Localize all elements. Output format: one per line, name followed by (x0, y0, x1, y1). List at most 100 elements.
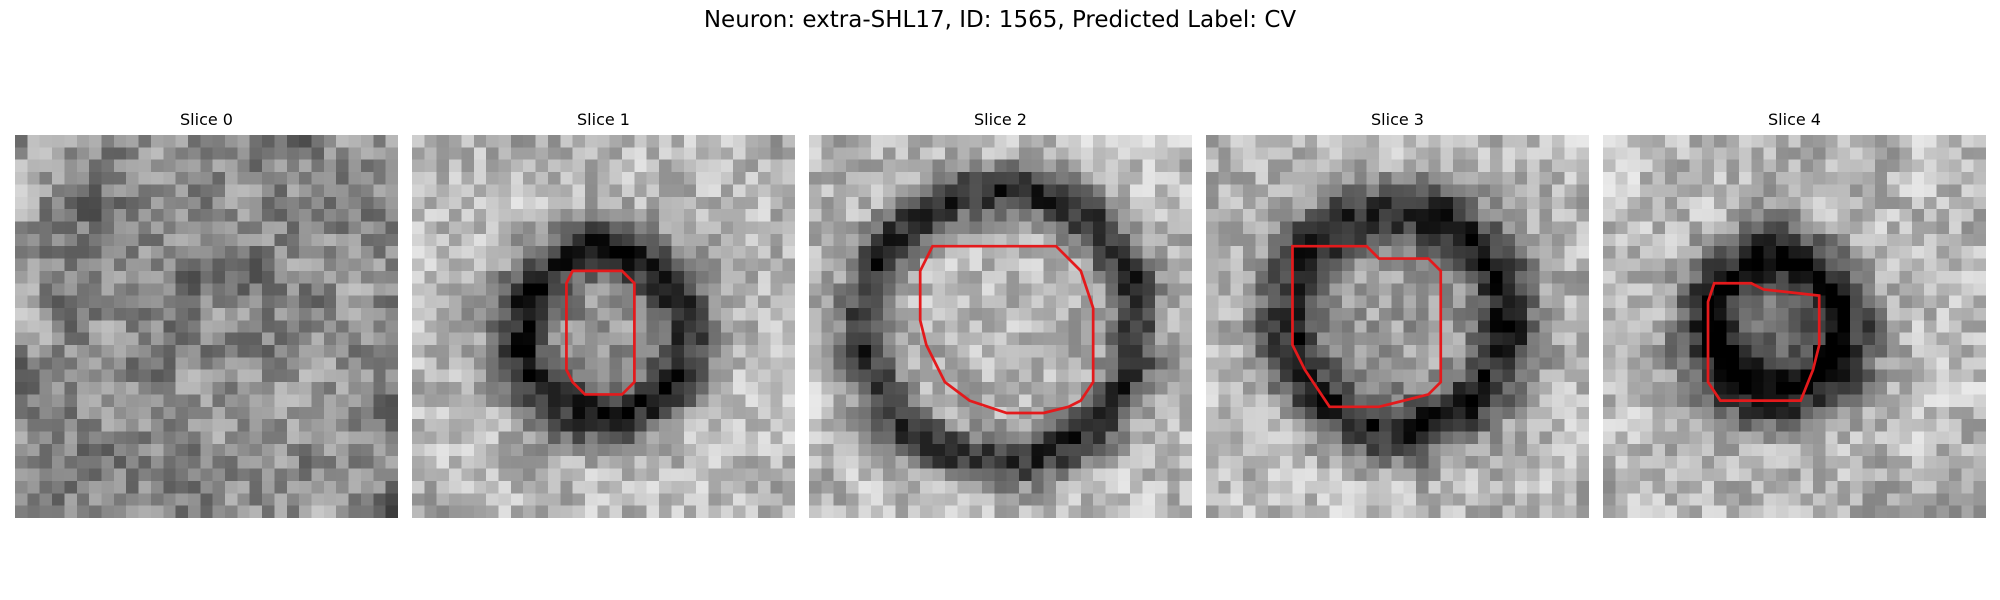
pixel (1366, 147, 1380, 160)
pixel (1961, 270, 1974, 284)
pixel (1329, 283, 1343, 296)
pixel (696, 209, 709, 222)
pixel (1664, 394, 1678, 408)
pixel (770, 295, 783, 309)
pixel (64, 172, 78, 185)
pixel (1453, 258, 1466, 272)
pixel (1428, 320, 1441, 333)
pixel (113, 283, 127, 296)
pixel (1105, 307, 1119, 321)
pixel (1936, 369, 1950, 383)
pixel (348, 419, 362, 432)
pixel (412, 135, 425, 148)
pixel (1664, 480, 1678, 494)
pixel (1341, 394, 1355, 408)
pixel (597, 283, 610, 296)
pixel (1788, 258, 1801, 272)
pixel (809, 332, 822, 346)
pixel (1576, 233, 1589, 247)
pixel (1738, 320, 1752, 333)
pixel (1490, 258, 1503, 272)
pixel (1664, 468, 1678, 482)
pixel (1850, 258, 1863, 272)
pixel (1031, 233, 1044, 247)
pixel (249, 419, 263, 432)
pixel (1825, 221, 1838, 235)
pixel (696, 480, 709, 494)
figure-title: Neuron: extra-SHL17, ID: 1565, Predicted… (703, 7, 1297, 33)
pixel (1341, 283, 1355, 296)
pixel (1354, 382, 1367, 395)
pixel (609, 369, 623, 383)
pixel (981, 246, 995, 259)
pixel (858, 332, 872, 346)
pixel (1230, 246, 1244, 259)
pixel (1973, 493, 1986, 506)
pixel (39, 443, 53, 457)
pixel (1576, 246, 1589, 259)
pixel (1403, 159, 1417, 173)
pixel (1477, 382, 1491, 395)
pixel (932, 209, 946, 222)
pixel (733, 283, 746, 296)
pixel (27, 196, 40, 210)
pixel (1179, 221, 1192, 235)
pixel (1056, 382, 1069, 395)
pixel (883, 406, 896, 420)
pixel (1179, 246, 1192, 259)
pixel (1317, 320, 1330, 333)
pixel (138, 480, 152, 494)
pixel (89, 283, 102, 296)
pixel (1874, 332, 1888, 346)
pixel (39, 221, 53, 235)
pixel (770, 505, 783, 518)
pixel (1354, 357, 1367, 370)
pixel (1714, 480, 1727, 494)
pixel (175, 406, 189, 420)
pixel (895, 382, 909, 395)
pixel (1366, 431, 1380, 445)
pixel (609, 246, 623, 259)
pixel (994, 394, 1007, 408)
pixel (1093, 159, 1106, 173)
pixel (757, 283, 771, 296)
pixel (1527, 468, 1540, 482)
pixel (1465, 406, 1479, 420)
pixel (720, 345, 734, 358)
pixel (360, 221, 374, 235)
pixel (237, 159, 250, 173)
pixel (659, 332, 672, 346)
pixel (547, 431, 561, 445)
pixel (348, 332, 362, 346)
pixel (212, 345, 226, 358)
pixel (969, 480, 983, 494)
pixel (1701, 270, 1715, 284)
pixel (969, 147, 983, 160)
pixel (1142, 406, 1156, 420)
pixel (1080, 147, 1094, 160)
pixel (113, 382, 127, 395)
pixel (27, 258, 40, 272)
pixel (27, 394, 40, 408)
pixel (385, 345, 398, 358)
pixel (262, 283, 275, 296)
pixel (696, 431, 709, 445)
pixel (597, 369, 610, 383)
pixel (683, 505, 697, 518)
pixel (1019, 283, 1032, 296)
pixel (1837, 357, 1851, 370)
pixel (461, 345, 475, 358)
pixel (89, 406, 102, 420)
pixel (101, 357, 115, 370)
pixel (1206, 295, 1219, 309)
panel-slice-4: Slice 4 (1603, 108, 1986, 518)
segmentation-outline (918, 244, 1095, 415)
pixel (412, 246, 425, 259)
pixel (1292, 332, 1306, 346)
pixel (249, 505, 263, 518)
pixel (1738, 443, 1752, 457)
pixel (733, 320, 746, 333)
pixel (1117, 135, 1131, 148)
pixel (1751, 468, 1764, 482)
pixel (486, 468, 499, 482)
